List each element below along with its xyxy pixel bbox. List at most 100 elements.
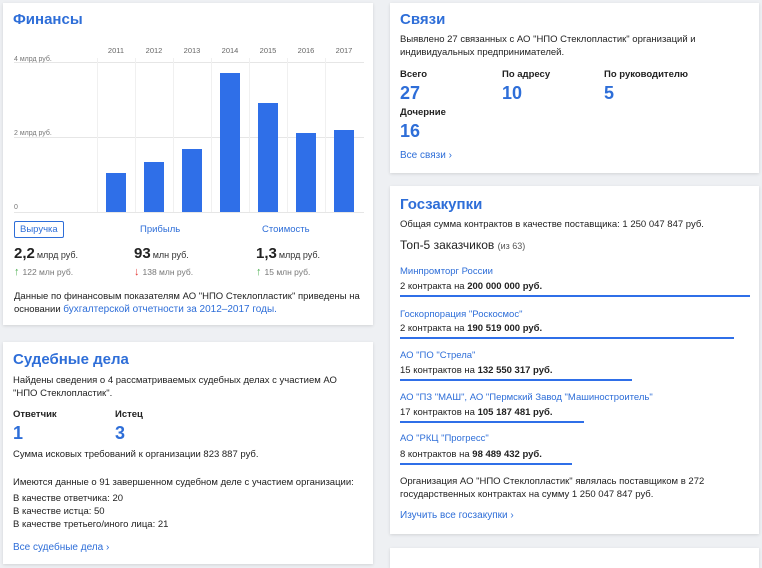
bar[interactable] xyxy=(144,162,164,212)
court-plaintiff-value[interactable]: 3 xyxy=(115,423,126,443)
customer-count: 8 контрактов на xyxy=(400,449,473,460)
grid-line xyxy=(14,62,364,63)
links-address-label: По адресу xyxy=(502,69,551,80)
customer-sum: 132 550 317 руб. xyxy=(477,365,553,376)
all-procurement-label: Изучить все госзакупки xyxy=(400,510,508,521)
metric-profit-unit: млн руб. xyxy=(152,250,189,260)
customer-name[interactable]: Госкорпорация "Роскосмос" xyxy=(400,309,523,320)
customer-name[interactable]: Минпромторг России xyxy=(400,266,493,277)
all-court-cases-link[interactable]: Все судебные дела › xyxy=(13,542,109,553)
x-tick-label: 2011 xyxy=(107,46,125,55)
customer-sum: 105 187 481 руб. xyxy=(477,407,553,418)
court-desc: Найдены сведения о 4 рассматриваемых суд… xyxy=(13,375,337,399)
x-tick-label: 2012 xyxy=(145,46,163,55)
delta-text: 15 млн руб. xyxy=(264,267,311,277)
links-desc: Выявлено 27 связанных с АО "НПО Стеклопл… xyxy=(400,34,696,58)
metric-profit-value: 93 xyxy=(134,245,151,262)
all-procurement-link[interactable]: Изучить все госзакупки › xyxy=(400,510,514,521)
metric-cost-unit: млрд руб. xyxy=(278,250,321,260)
court-plaintiff-label: Истец xyxy=(115,409,143,420)
claims-text: Сумма исковых требований к организации xyxy=(13,449,204,460)
finance-title: Финансы xyxy=(13,11,83,28)
customer-share-bar xyxy=(400,379,633,381)
arrow-up-icon: ↑ xyxy=(14,266,20,278)
bar[interactable] xyxy=(258,103,278,212)
customer-amount: 15 контрактов на 132 550 317 руб. xyxy=(400,365,553,376)
tab-profit[interactable]: Прибыль xyxy=(140,224,181,235)
links-total-label: Всего xyxy=(400,69,428,80)
court-role-defendant: В качестве ответчика: 20 xyxy=(13,493,124,504)
court-completed: Имеются данные о 91 завершенном судебном… xyxy=(13,477,354,488)
links-head-value[interactable]: 5 xyxy=(604,83,615,103)
grid-line xyxy=(173,58,174,212)
grid-line xyxy=(14,212,364,213)
customer-share-bar xyxy=(400,463,573,465)
links-card xyxy=(390,3,759,173)
grid-line xyxy=(14,137,364,138)
court-role-plaintiff: В качестве истца: 50 xyxy=(13,506,105,517)
bar[interactable] xyxy=(334,129,354,212)
y-tick-2: 2 млрд руб. xyxy=(14,130,52,137)
all-court-cases-label: Все судебные дела xyxy=(13,542,104,553)
procurement-title: Госзакупки xyxy=(400,196,483,213)
customer-name[interactable]: АО "ПО "Стрела" xyxy=(400,350,476,361)
y-tick-4: 4 млрд руб. xyxy=(14,56,52,63)
tab-cost[interactable]: Стоимость xyxy=(262,224,310,235)
arrow-down-icon: ↓ xyxy=(134,266,140,278)
customer-share-bar xyxy=(400,295,750,297)
all-links-link[interactable]: Все связи › xyxy=(400,150,452,161)
customer-amount: 17 контрактов на 105 187 481 руб. xyxy=(400,407,553,418)
metric-revenue-unit: млрд руб. xyxy=(36,250,79,260)
customer-amount: 2 контракта на 190 519 000 руб. xyxy=(400,323,542,334)
y-tick-0: 0 xyxy=(14,204,18,211)
customer-sum: 200 000 000 руб. xyxy=(467,281,543,292)
delta-text: 138 млн руб. xyxy=(142,267,194,277)
links-title: Связи xyxy=(400,11,446,28)
links-subsidiary-label: Дочерние xyxy=(400,107,446,118)
finance-report-link[interactable]: бухгалтерской отчетности за 2012–2017 го… xyxy=(63,304,277,315)
metric-revenue-delta: ↑ 122 млн руб. xyxy=(14,266,73,278)
customer-name[interactable]: АО "ПЗ "МАШ", АО "Пермский Завод "Машино… xyxy=(400,392,653,403)
procurement-total-text: Общая сумма контрактов в качестве постав… xyxy=(400,219,623,230)
customer-share-bar xyxy=(400,421,585,423)
x-tick-label: 2017 xyxy=(335,46,353,55)
links-total-value[interactable]: 27 xyxy=(400,83,421,103)
court-title: Судебные дела xyxy=(13,351,129,368)
metric-revenue: 2,2 млрд руб. xyxy=(14,245,78,262)
court-defendant-label: Ответчик xyxy=(13,409,57,420)
court-card xyxy=(3,342,373,564)
links-subsidiary-value[interactable]: 16 xyxy=(400,121,421,141)
customer-count: 15 контрактов на xyxy=(400,365,478,376)
bar[interactable] xyxy=(182,149,202,212)
metric-revenue-value: 2,2 xyxy=(14,245,35,262)
x-tick-label: 2015 xyxy=(259,46,277,55)
customer-amount: 8 контрактов на 98 489 432 руб. xyxy=(400,449,542,460)
customer-name[interactable]: АО "РКЦ "Прогресс" xyxy=(400,433,489,444)
top-customers-heading: Топ-5 заказчиков (из 63) xyxy=(400,238,525,252)
tab-revenue[interactable]: Выручка xyxy=(14,221,64,238)
grid-line xyxy=(211,58,212,212)
grid-line xyxy=(287,58,288,212)
customer-count: 2 контракта на xyxy=(400,323,468,334)
chevron-right-icon: › xyxy=(510,510,514,521)
procurement-summary: Организация АО "НПО Стеклопластик" являл… xyxy=(400,476,705,500)
court-claims: Сумма исковых требований к организации 8… xyxy=(13,448,259,461)
x-tick-label: 2014 xyxy=(221,46,239,55)
customer-sum: 190 519 000 руб. xyxy=(467,323,543,334)
bar[interactable] xyxy=(296,133,316,212)
bar[interactable] xyxy=(106,172,126,212)
grid-line xyxy=(249,58,250,212)
links-address-value[interactable]: 10 xyxy=(502,83,523,103)
finance-note-text: Данные по финансовым показателям АО "НПО… xyxy=(14,291,360,315)
metric-cost: 1,3 млрд руб. xyxy=(256,245,320,262)
chevron-right-icon: › xyxy=(448,150,452,161)
x-tick-label: 2016 xyxy=(297,46,315,55)
metric-profit: 93 млн руб. xyxy=(134,245,189,262)
metric-cost-delta: ↑ 15 млн руб. xyxy=(256,266,310,278)
metric-cost-value: 1,3 xyxy=(256,245,277,262)
grid-line xyxy=(135,58,136,212)
chevron-right-icon: › xyxy=(105,542,110,553)
all-links-label: Все связи xyxy=(400,150,446,161)
court-defendant-value[interactable]: 1 xyxy=(13,423,24,443)
bar[interactable] xyxy=(220,72,240,212)
